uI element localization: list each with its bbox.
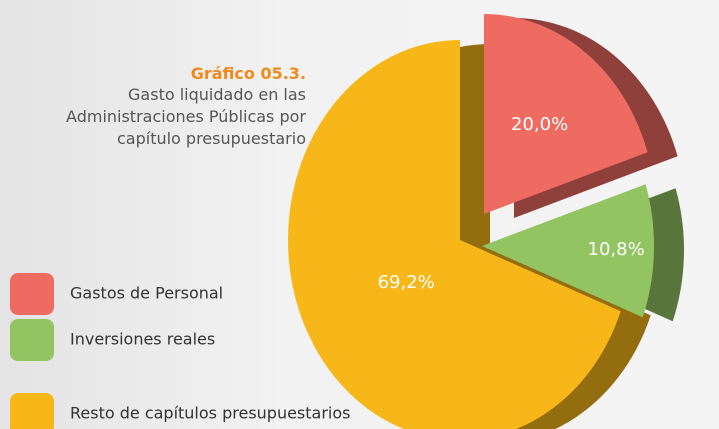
legend-label: Inversiones reales	[70, 330, 215, 349]
legend-label: Resto de capítulos presupuestarios	[70, 404, 351, 423]
slice	[484, 14, 648, 214]
data-label: 10,8%	[588, 239, 645, 260]
legend-swatch	[10, 393, 54, 429]
chart-title: Gráfico 05.3.	[190, 64, 306, 83]
legend-swatch	[10, 273, 54, 315]
slice	[288, 40, 621, 429]
data-label: 69,2%	[378, 272, 435, 293]
slice	[482, 184, 654, 318]
legend-label: Gastos de Personal	[70, 284, 223, 303]
legend-swatch	[10, 319, 54, 361]
chart-subtitle: Gasto liquidado en las Administraciones …	[66, 85, 306, 148]
data-label: 20,0%	[511, 114, 568, 135]
